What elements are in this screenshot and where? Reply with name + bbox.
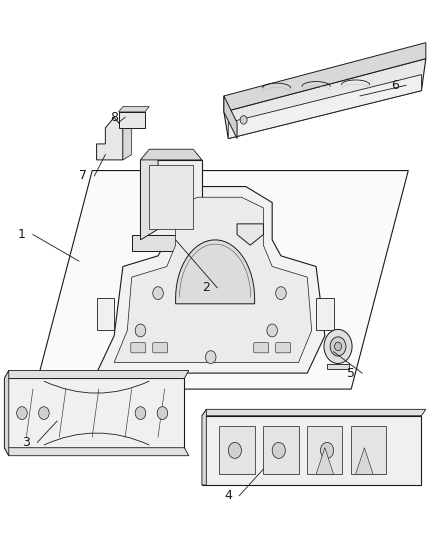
Circle shape bbox=[39, 407, 49, 419]
Polygon shape bbox=[350, 426, 385, 474]
Polygon shape bbox=[123, 123, 131, 160]
Circle shape bbox=[320, 442, 333, 458]
Circle shape bbox=[240, 116, 247, 124]
Text: 5: 5 bbox=[346, 367, 354, 379]
Polygon shape bbox=[315, 448, 333, 474]
Polygon shape bbox=[4, 378, 184, 448]
Polygon shape bbox=[201, 409, 206, 485]
Polygon shape bbox=[228, 75, 420, 139]
Text: 8: 8 bbox=[110, 111, 118, 124]
Circle shape bbox=[228, 442, 241, 458]
FancyBboxPatch shape bbox=[275, 343, 290, 353]
Polygon shape bbox=[326, 364, 348, 369]
Circle shape bbox=[266, 324, 277, 337]
Text: 3: 3 bbox=[22, 436, 30, 449]
Circle shape bbox=[323, 329, 351, 364]
Polygon shape bbox=[118, 107, 149, 112]
Polygon shape bbox=[263, 426, 298, 474]
Polygon shape bbox=[96, 187, 324, 373]
Polygon shape bbox=[140, 149, 158, 240]
Polygon shape bbox=[4, 370, 9, 456]
Polygon shape bbox=[201, 416, 420, 485]
Text: 4: 4 bbox=[224, 489, 232, 502]
Polygon shape bbox=[149, 165, 193, 229]
FancyBboxPatch shape bbox=[253, 343, 268, 353]
Circle shape bbox=[334, 342, 341, 351]
Polygon shape bbox=[223, 43, 425, 112]
Text: 1: 1 bbox=[18, 228, 26, 241]
Polygon shape bbox=[96, 117, 123, 160]
Polygon shape bbox=[223, 96, 237, 139]
Circle shape bbox=[152, 287, 163, 300]
Polygon shape bbox=[237, 224, 263, 245]
Polygon shape bbox=[118, 112, 145, 128]
Polygon shape bbox=[201, 409, 425, 416]
Circle shape bbox=[275, 287, 286, 300]
Polygon shape bbox=[355, 448, 372, 474]
FancyBboxPatch shape bbox=[131, 343, 145, 353]
Circle shape bbox=[157, 407, 167, 419]
Polygon shape bbox=[131, 235, 210, 251]
Text: 7: 7 bbox=[79, 169, 87, 182]
Circle shape bbox=[17, 407, 27, 419]
Polygon shape bbox=[96, 298, 114, 330]
Circle shape bbox=[135, 324, 145, 337]
Polygon shape bbox=[219, 426, 254, 474]
Circle shape bbox=[205, 351, 215, 364]
Polygon shape bbox=[223, 59, 425, 139]
Polygon shape bbox=[307, 426, 342, 474]
Polygon shape bbox=[175, 240, 254, 304]
Polygon shape bbox=[114, 197, 311, 362]
Polygon shape bbox=[315, 298, 333, 330]
Circle shape bbox=[329, 337, 345, 356]
Polygon shape bbox=[35, 171, 407, 389]
FancyBboxPatch shape bbox=[152, 343, 167, 353]
Polygon shape bbox=[140, 160, 201, 240]
Polygon shape bbox=[4, 370, 188, 378]
Circle shape bbox=[272, 442, 285, 458]
Polygon shape bbox=[4, 448, 188, 456]
Polygon shape bbox=[140, 149, 201, 160]
Text: 6: 6 bbox=[390, 79, 398, 92]
Text: 2: 2 bbox=[202, 281, 210, 294]
Circle shape bbox=[135, 407, 145, 419]
